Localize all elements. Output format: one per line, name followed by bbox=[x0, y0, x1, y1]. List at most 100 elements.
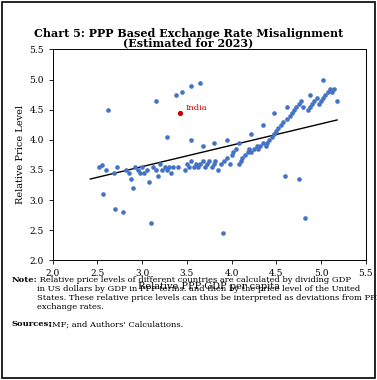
Point bbox=[206, 158, 212, 164]
Point bbox=[137, 170, 143, 176]
Point bbox=[157, 161, 163, 167]
Point bbox=[164, 134, 170, 140]
Point bbox=[290, 109, 296, 116]
Text: (Estimated for 2023): (Estimated for 2023) bbox=[123, 38, 254, 49]
Point bbox=[153, 98, 159, 104]
Point bbox=[110, 170, 116, 176]
Point bbox=[126, 170, 132, 176]
Point bbox=[291, 107, 297, 113]
Point bbox=[211, 161, 217, 167]
Point bbox=[228, 152, 234, 158]
Point bbox=[144, 167, 150, 173]
Point bbox=[266, 137, 272, 143]
Point bbox=[123, 167, 129, 173]
Point bbox=[287, 112, 293, 119]
Point bbox=[148, 220, 154, 226]
Point bbox=[329, 89, 335, 95]
Point bbox=[334, 98, 340, 104]
Point bbox=[193, 161, 199, 167]
Point bbox=[300, 104, 306, 110]
Point bbox=[264, 140, 270, 146]
Point bbox=[202, 164, 208, 170]
Point bbox=[302, 215, 308, 221]
Point bbox=[218, 161, 224, 167]
Text: Relative price levels of different countries are calculated by dividing GDP
in U: Relative price levels of different count… bbox=[37, 276, 377, 311]
Point bbox=[204, 161, 210, 167]
Point bbox=[245, 149, 251, 155]
Point bbox=[195, 164, 201, 170]
Point bbox=[170, 164, 176, 170]
Point bbox=[307, 104, 313, 110]
Point bbox=[224, 155, 230, 161]
Point bbox=[100, 191, 106, 197]
Point bbox=[271, 109, 277, 116]
Point bbox=[269, 134, 275, 140]
Point bbox=[164, 167, 170, 173]
Point bbox=[155, 173, 161, 179]
Text: IMF; and Authors' Calculations.: IMF; and Authors' Calculations. bbox=[46, 320, 184, 328]
Point bbox=[139, 164, 145, 170]
Point bbox=[150, 164, 156, 170]
Point bbox=[197, 79, 203, 86]
Point bbox=[105, 107, 111, 113]
Point bbox=[320, 76, 326, 82]
Point bbox=[220, 230, 226, 236]
Point bbox=[325, 89, 331, 95]
Point bbox=[275, 125, 281, 131]
Point bbox=[120, 209, 126, 215]
Point bbox=[146, 179, 152, 185]
Point bbox=[242, 152, 248, 158]
Point bbox=[209, 164, 215, 170]
Point bbox=[296, 176, 302, 182]
Text: India: India bbox=[186, 104, 208, 112]
Point bbox=[182, 167, 188, 173]
Point bbox=[233, 146, 239, 152]
Point bbox=[99, 162, 105, 168]
Point bbox=[114, 164, 120, 170]
Point bbox=[130, 185, 136, 191]
Point bbox=[129, 176, 135, 182]
Point bbox=[273, 128, 279, 134]
Point bbox=[161, 164, 167, 170]
Point bbox=[211, 140, 217, 146]
Point bbox=[260, 122, 266, 128]
Text: Sources:: Sources: bbox=[11, 320, 52, 328]
Point bbox=[296, 101, 302, 107]
Point bbox=[168, 170, 174, 176]
Point bbox=[236, 161, 242, 167]
Point bbox=[271, 131, 277, 137]
Point bbox=[188, 137, 195, 143]
Point bbox=[309, 101, 315, 107]
Point bbox=[331, 86, 337, 92]
Point bbox=[177, 109, 183, 116]
Y-axis label: Relative Price Level: Relative Price Level bbox=[16, 105, 25, 204]
Point bbox=[185, 164, 192, 170]
Text: Chart 5: PPP Based Exchange Rate Misalignment: Chart 5: PPP Based Exchange Rate Misalig… bbox=[34, 28, 343, 39]
Point bbox=[262, 143, 268, 149]
Point bbox=[224, 137, 230, 143]
Point bbox=[284, 116, 290, 122]
Point bbox=[248, 131, 254, 137]
Point bbox=[132, 164, 138, 170]
Point bbox=[184, 161, 190, 167]
Point bbox=[239, 155, 245, 161]
Point bbox=[278, 122, 284, 128]
Point bbox=[173, 92, 179, 98]
Point bbox=[307, 92, 313, 98]
Point bbox=[213, 158, 219, 164]
Point bbox=[327, 86, 333, 92]
Point bbox=[166, 164, 172, 170]
Point bbox=[153, 167, 159, 173]
Point bbox=[221, 158, 227, 164]
Point bbox=[236, 140, 242, 146]
Point bbox=[200, 158, 206, 164]
Point bbox=[251, 146, 257, 152]
Point bbox=[255, 146, 261, 152]
Point bbox=[322, 92, 328, 98]
Point bbox=[314, 95, 320, 101]
Point bbox=[188, 82, 195, 89]
Point bbox=[215, 167, 221, 173]
Point bbox=[179, 89, 185, 95]
Point bbox=[298, 98, 304, 104]
Point bbox=[238, 158, 244, 164]
